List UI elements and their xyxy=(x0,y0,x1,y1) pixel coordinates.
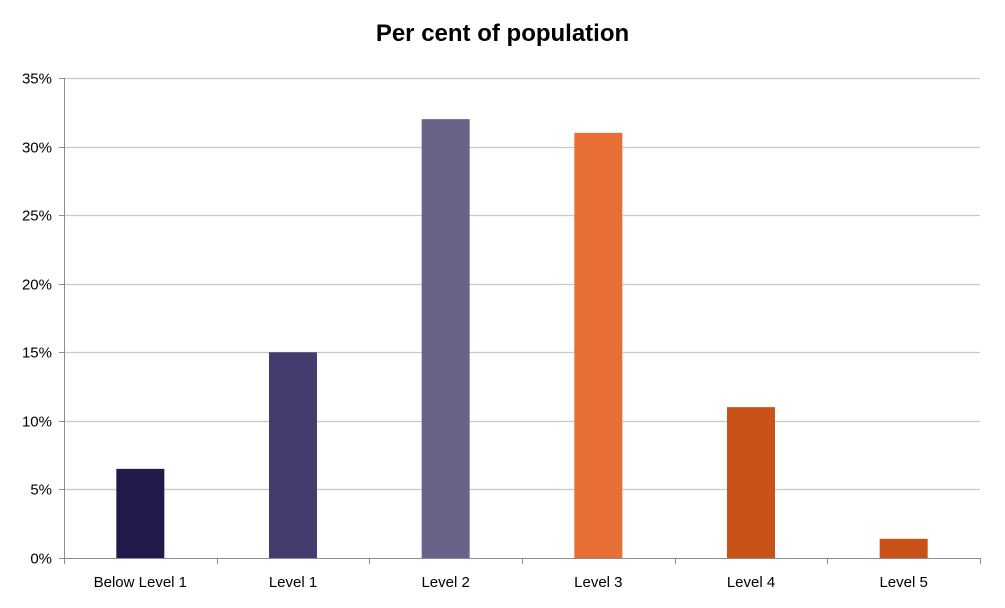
bar xyxy=(574,132,623,558)
bar xyxy=(727,407,775,558)
axes xyxy=(59,78,981,564)
y-tick-label: 5% xyxy=(30,482,52,499)
bar xyxy=(421,119,470,559)
y-tick-label: 30% xyxy=(22,140,52,157)
y-tick-label: 0% xyxy=(30,551,52,568)
x-tick-label: Level 4 xyxy=(727,574,775,591)
chart-title: Per cent of population xyxy=(375,20,630,47)
y-tick-label: 15% xyxy=(22,345,52,362)
bar xyxy=(879,538,928,558)
bar xyxy=(269,352,317,558)
y-tick-labels: 0% 5% 10% 15% 20% 25% 30% 35% xyxy=(22,71,52,568)
x-tick-label: Level 3 xyxy=(574,574,622,591)
y-tick-label: 10% xyxy=(22,414,52,431)
bars xyxy=(116,119,928,559)
y-tick-label: 25% xyxy=(22,208,52,225)
gridlines xyxy=(64,77,980,491)
x-tick-label: Below Level 1 xyxy=(94,574,187,591)
x-tick-label: Level 2 xyxy=(421,574,469,591)
y-tick-label: 20% xyxy=(22,277,52,294)
y-tick-label: 35% xyxy=(22,71,52,88)
x-tick-labels: Below Level 1 Level 1 Level 2 Level 3 Level … xyxy=(94,574,928,591)
x-tick-label: Level 5 xyxy=(879,574,927,591)
x-tick-label: Level 1 xyxy=(269,574,317,591)
bar xyxy=(116,468,165,558)
